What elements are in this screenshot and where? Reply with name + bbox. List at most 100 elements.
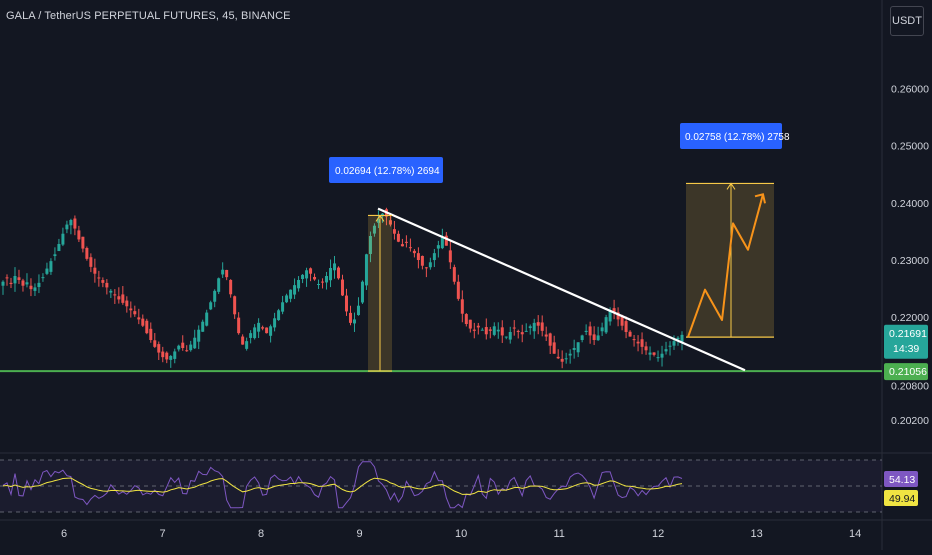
candle-body bbox=[416, 253, 420, 260]
candle-body bbox=[165, 352, 169, 360]
candle-body bbox=[49, 261, 53, 272]
candle-body bbox=[169, 356, 173, 360]
candle-body bbox=[269, 326, 273, 336]
candle-body bbox=[265, 327, 269, 334]
y-tick-label: 0.23000 bbox=[891, 255, 929, 267]
candle-body bbox=[249, 333, 253, 338]
candle-body bbox=[472, 329, 476, 331]
candle-body bbox=[596, 335, 600, 341]
candle-body bbox=[612, 308, 616, 313]
candle-body bbox=[25, 282, 29, 285]
y-tick-label: 0.20800 bbox=[891, 381, 929, 393]
y-tick-label: 0.24000 bbox=[891, 198, 929, 210]
candle-body bbox=[213, 290, 217, 302]
candle-body bbox=[500, 327, 504, 336]
measure-arrow-2-head bbox=[726, 182, 736, 190]
candle-body bbox=[1, 281, 5, 286]
candle-body bbox=[137, 317, 141, 320]
measure-label-2-bg bbox=[680, 123, 782, 149]
candle-body bbox=[193, 337, 197, 349]
candle-body bbox=[432, 253, 436, 261]
candle-body bbox=[548, 333, 552, 346]
candle-body bbox=[221, 269, 225, 275]
y-tick-label: 0.25000 bbox=[891, 141, 929, 153]
candle-body bbox=[217, 278, 221, 292]
candle-body bbox=[436, 245, 440, 249]
x-tick-label: 14 bbox=[849, 528, 861, 540]
y-tick-label: 0.22000 bbox=[891, 312, 929, 324]
candle-body bbox=[680, 334, 684, 343]
candle-body bbox=[476, 325, 480, 328]
rsi-ma-tag-bg bbox=[884, 490, 918, 506]
candle-body bbox=[225, 269, 229, 278]
candle-body bbox=[81, 236, 85, 249]
candle-body bbox=[516, 330, 520, 332]
currency-button[interactable]: USDT bbox=[890, 6, 924, 36]
candle-body bbox=[57, 244, 61, 252]
candle-body bbox=[233, 296, 237, 315]
candle-body bbox=[133, 311, 137, 315]
candle-body bbox=[205, 312, 209, 326]
candle-body bbox=[560, 358, 564, 362]
rsi-ma-tag: 49.94 bbox=[889, 493, 915, 505]
x-tick-label: 13 bbox=[751, 528, 763, 540]
x-tick-label: 6 bbox=[61, 528, 67, 540]
candle-body bbox=[372, 225, 376, 234]
candle-body bbox=[277, 310, 281, 321]
measure-box-2 bbox=[686, 183, 774, 338]
candle-body bbox=[129, 308, 133, 311]
candle-body bbox=[273, 318, 277, 328]
candle-body bbox=[257, 322, 261, 332]
candle-body bbox=[676, 337, 680, 340]
candle-body bbox=[452, 267, 456, 282]
candle-body bbox=[317, 284, 321, 285]
candle-body bbox=[125, 300, 129, 307]
measure-arrow-1-head bbox=[375, 214, 385, 222]
candle-body bbox=[448, 250, 452, 263]
candle-body bbox=[652, 352, 656, 355]
candle-body bbox=[53, 254, 57, 257]
candle-body bbox=[93, 267, 97, 274]
candle-body bbox=[672, 341, 676, 346]
candle-body bbox=[368, 236, 372, 254]
candle-body bbox=[352, 319, 356, 324]
x-tick-label: 10 bbox=[455, 528, 467, 540]
candle-body bbox=[624, 321, 628, 332]
candle-body bbox=[113, 294, 117, 296]
symbol-title: GALA / TetherUS PERPETUAL FUTURES, 45, B… bbox=[6, 10, 291, 22]
candle-body bbox=[109, 290, 113, 293]
candle-body bbox=[388, 220, 392, 225]
candle-body bbox=[592, 334, 596, 340]
candle-body bbox=[289, 289, 293, 299]
candle-body bbox=[85, 247, 89, 259]
candle-body bbox=[197, 329, 201, 342]
candle-body bbox=[185, 350, 189, 352]
candle-body bbox=[396, 233, 400, 242]
candle-body bbox=[512, 327, 516, 329]
candle-body bbox=[508, 332, 512, 340]
candle-body bbox=[564, 358, 568, 360]
candle-body bbox=[400, 244, 404, 247]
candle-body bbox=[253, 327, 257, 339]
candle-body bbox=[668, 345, 672, 347]
candle-body bbox=[301, 274, 305, 280]
candle-body bbox=[468, 319, 472, 329]
candle-body bbox=[121, 294, 125, 303]
candle-body bbox=[245, 341, 249, 349]
candle-body bbox=[496, 329, 500, 332]
candle-body bbox=[105, 282, 109, 288]
candle-body bbox=[241, 336, 245, 345]
candle-body bbox=[360, 281, 364, 303]
candle-body bbox=[536, 322, 540, 326]
candle-body bbox=[337, 267, 341, 279]
last-price-tag: 0.21691 bbox=[889, 328, 927, 340]
candle-body bbox=[460, 299, 464, 314]
candle-body bbox=[281, 302, 285, 312]
x-tick-label: 8 bbox=[258, 528, 264, 540]
candle-body bbox=[420, 255, 424, 266]
candle-body bbox=[504, 336, 508, 338]
candle-body bbox=[532, 322, 536, 332]
candle-body bbox=[628, 331, 632, 337]
candle-body bbox=[616, 312, 620, 320]
